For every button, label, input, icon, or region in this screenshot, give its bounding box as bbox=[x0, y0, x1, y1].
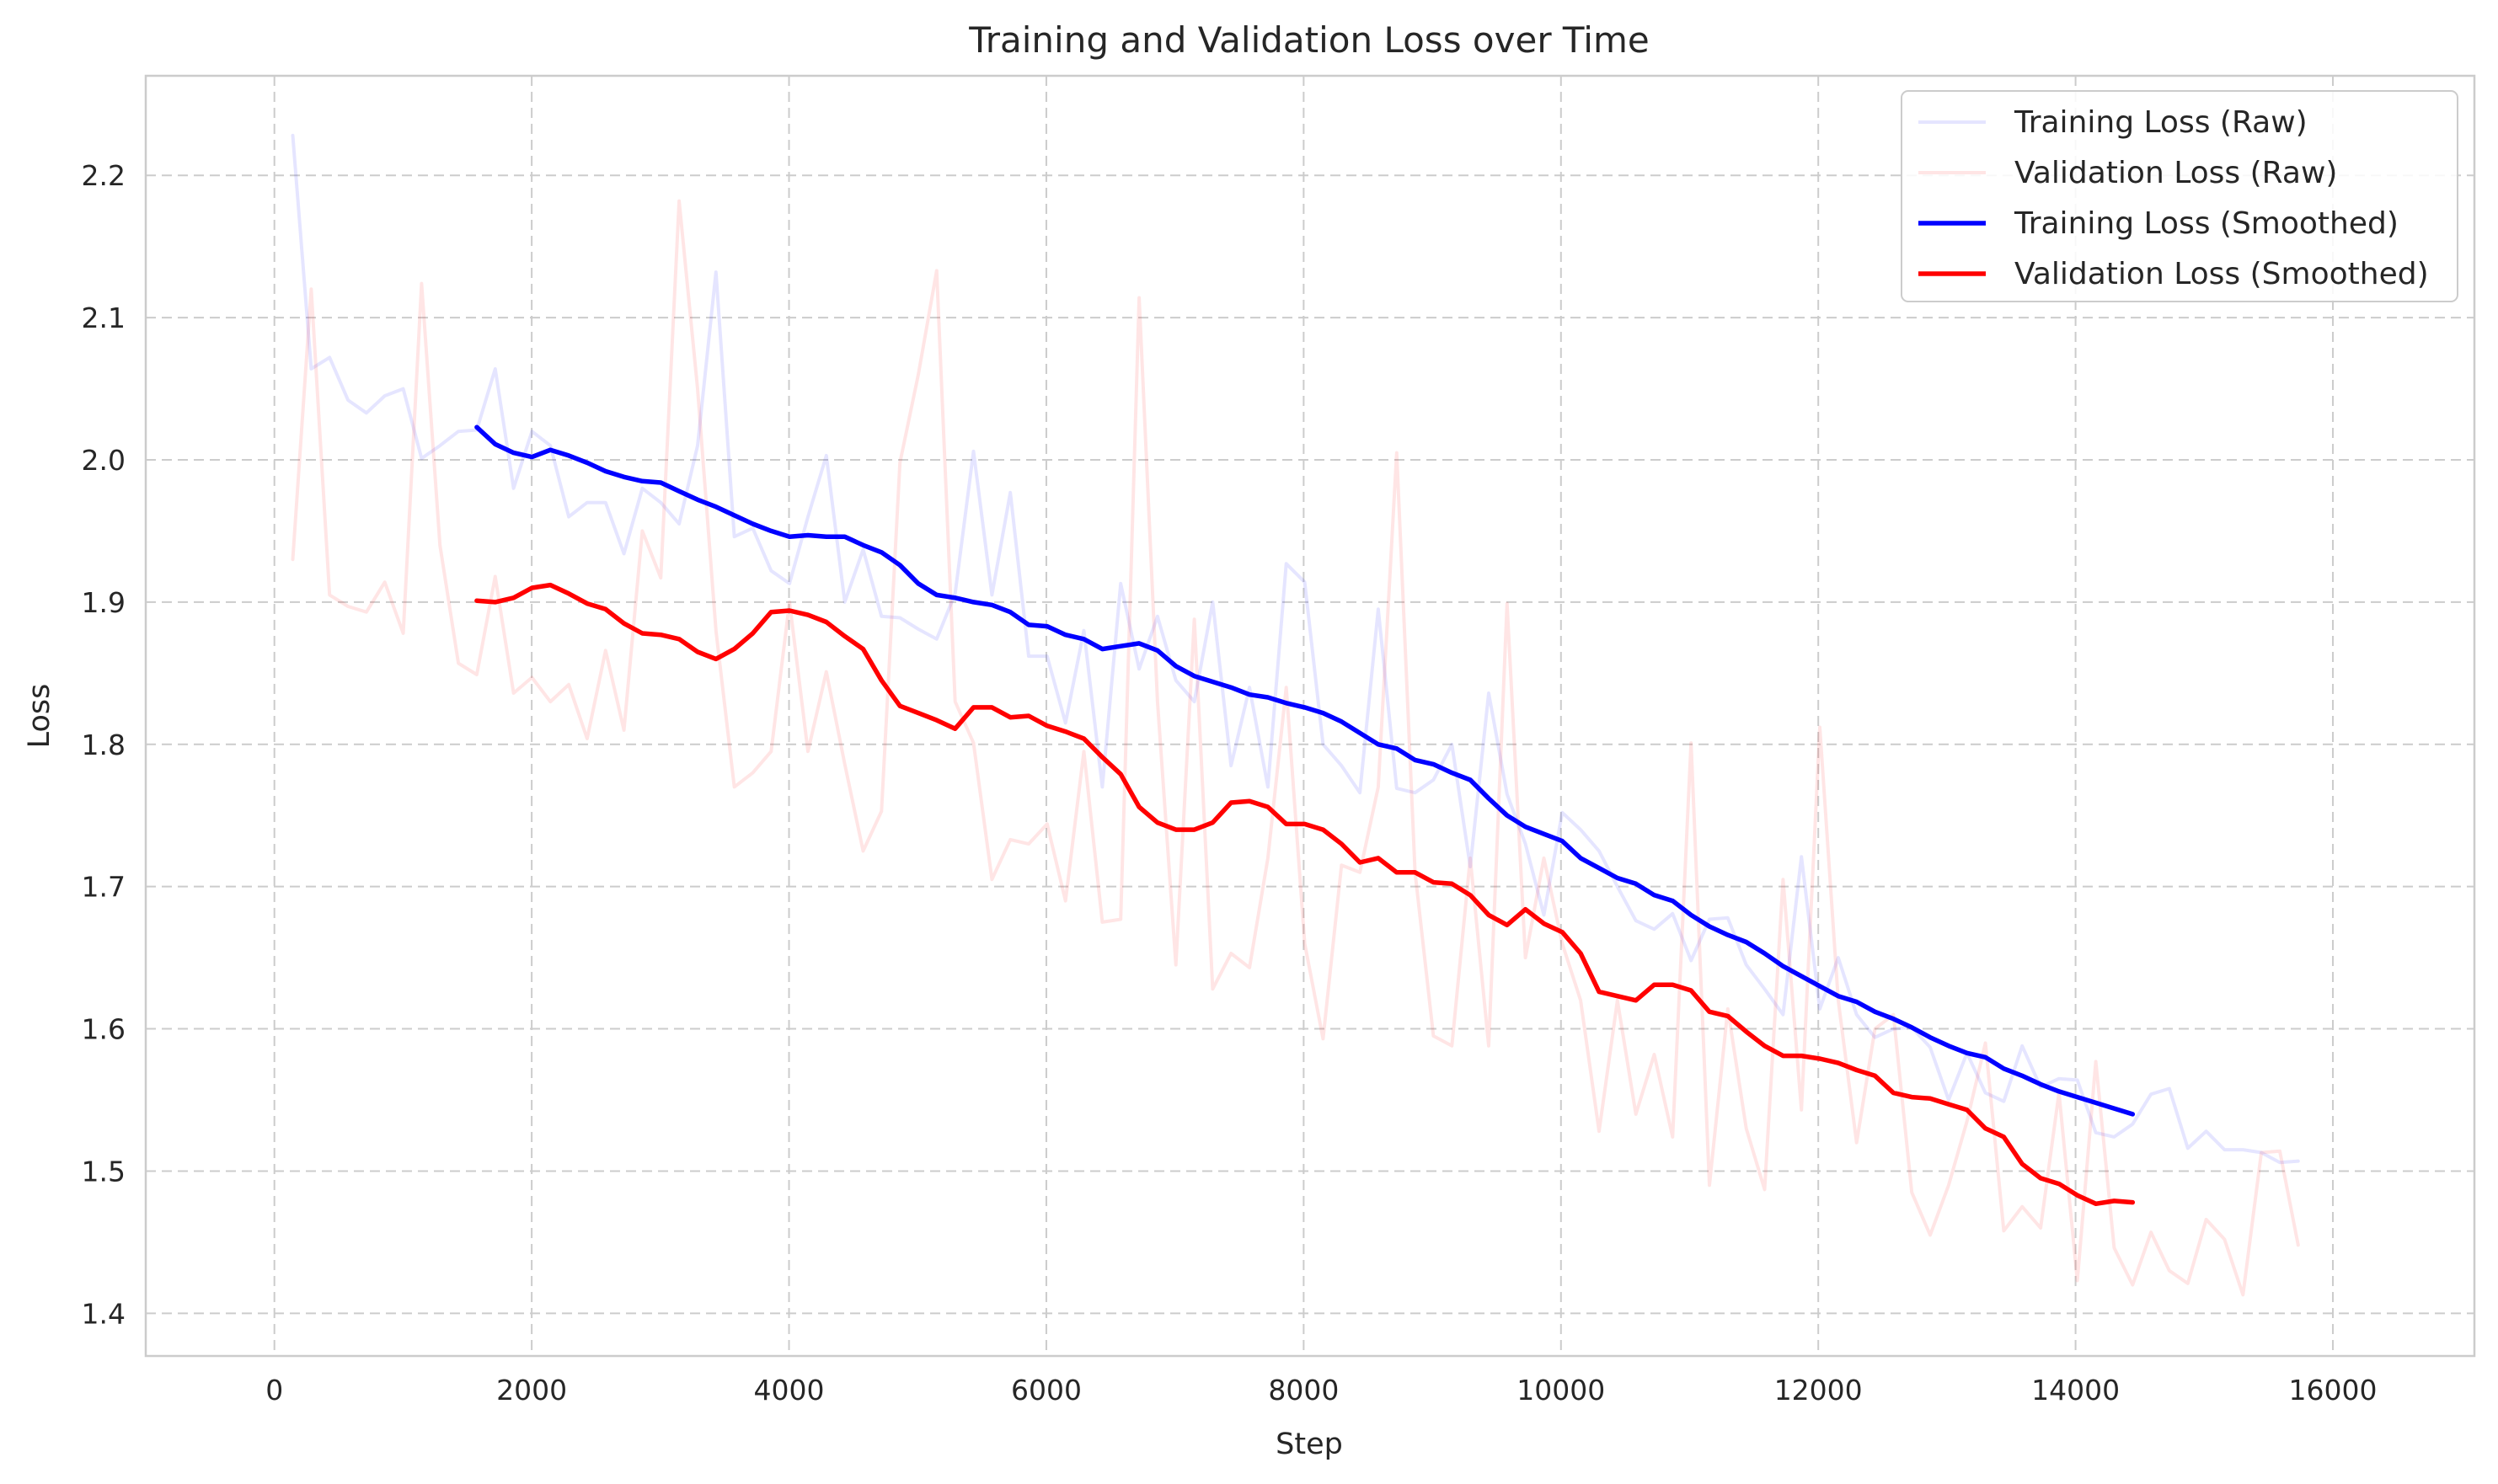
y-tick-label: 2.2 bbox=[82, 159, 126, 192]
x-tick-label: 4000 bbox=[754, 1374, 825, 1407]
x-tick-label: 16000 bbox=[2289, 1374, 2378, 1407]
legend-label: Training Loss (Raw) bbox=[2014, 105, 2308, 140]
chart-title: Training and Validation Loss over Time bbox=[968, 19, 1649, 61]
legend: Training Loss (Raw) Validation Loss (Raw)… bbox=[1901, 90, 2458, 302]
x-axis-ticks: 0 2000 4000 6000 8000 10000 12000 14000 16000 bbox=[265, 1374, 2377, 1407]
legend-label: Validation Loss (Raw) bbox=[2014, 156, 2337, 190]
y-tick-label: 1.4 bbox=[82, 1297, 126, 1330]
x-axis-label: Step bbox=[1276, 1428, 1343, 1461]
x-tick-label: 10000 bbox=[1516, 1374, 1605, 1407]
y-axis-label: Loss bbox=[23, 684, 56, 749]
series-line-3 bbox=[474, 424, 2136, 1117]
y-tick-label: 1.8 bbox=[82, 729, 126, 761]
y-tick-label: 1.7 bbox=[82, 871, 126, 904]
y-tick-label: 2.0 bbox=[82, 444, 126, 477]
legend-box bbox=[1901, 90, 2458, 302]
x-tick-label: 6000 bbox=[1011, 1374, 1082, 1407]
x-tick-label: 12000 bbox=[1774, 1374, 1863, 1407]
series-line-2 bbox=[291, 199, 2300, 1297]
y-tick-label: 1.6 bbox=[82, 1013, 126, 1046]
series-line-1 bbox=[291, 133, 2300, 1165]
legend-label: Validation Loss (Smoothed) bbox=[2014, 257, 2429, 291]
x-tick-label: 0 bbox=[265, 1374, 283, 1407]
grid bbox=[146, 76, 2474, 1356]
y-tick-label: 1.5 bbox=[82, 1155, 126, 1188]
plot-frame bbox=[144, 74, 2476, 1358]
y-axis-ticks: 1.4 1.5 1.6 1.7 1.8 1.9 2.0 2.1 2.2 bbox=[82, 159, 126, 1330]
x-tick-label: 8000 bbox=[1268, 1374, 1339, 1407]
series-line-4 bbox=[474, 582, 2136, 1207]
x-tick-label: 2000 bbox=[496, 1374, 567, 1407]
x-tick-label: 14000 bbox=[2031, 1374, 2120, 1407]
y-tick-label: 1.9 bbox=[82, 586, 126, 619]
plot-series bbox=[291, 133, 2300, 1297]
y-tick-label: 2.1 bbox=[82, 302, 126, 334]
legend-label: Training Loss (Smoothed) bbox=[2014, 206, 2399, 241]
